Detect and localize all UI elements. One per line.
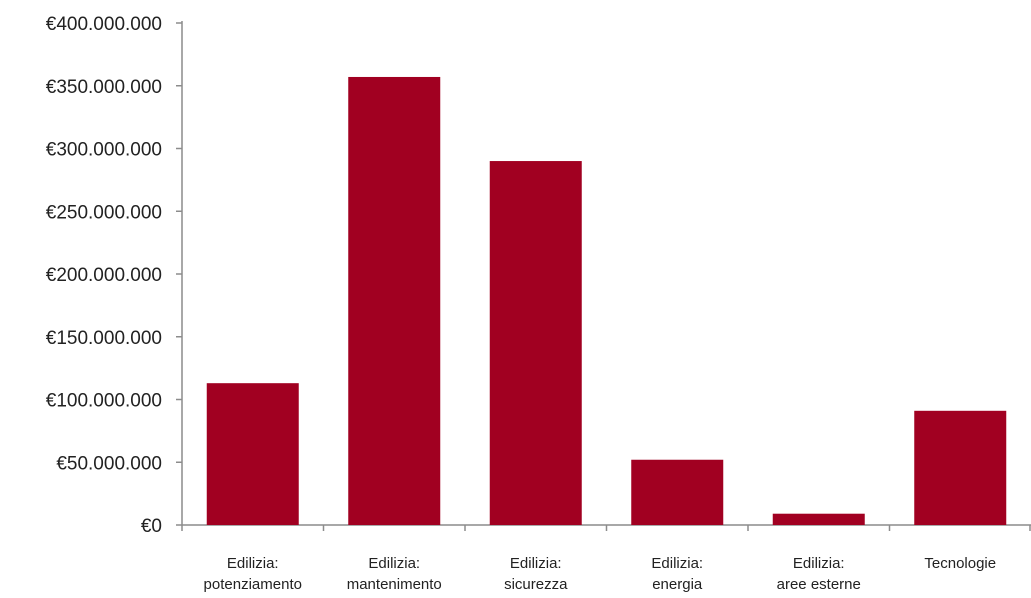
x-tick-label: Tecnologie bbox=[924, 555, 996, 572]
x-tick-label-line: sicurezza bbox=[504, 576, 568, 593]
x-tick-label-line: mantenimento bbox=[347, 576, 442, 593]
x-tick-label-line: aree esterne bbox=[777, 576, 861, 593]
x-tick-label: Edilizia: potenziamento bbox=[204, 555, 302, 593]
y-tick-label: €50.000.000 bbox=[56, 453, 162, 474]
bar bbox=[772, 513, 865, 525]
x-tick-label-line: Edilizia: bbox=[651, 555, 703, 572]
x-axis bbox=[181, 524, 1031, 531]
y-tick-label: €250.000.000 bbox=[46, 202, 162, 223]
x-tick-label-line: potenziamento bbox=[204, 576, 302, 593]
x-tick-label-line: Edilizia: bbox=[227, 555, 279, 572]
x-tick-labels: Edilizia: potenziamento Edilizia: mantenime… bbox=[204, 555, 997, 593]
bar bbox=[914, 410, 1007, 525]
bar bbox=[206, 383, 299, 525]
x-tick-label: Edilizia: energia bbox=[651, 555, 703, 593]
y-tick-label: €400.000.000 bbox=[46, 14, 162, 35]
x-tick-label: Edilizia: mantenimento bbox=[347, 555, 442, 593]
x-tick-label: Edilizia: sicurezza bbox=[504, 555, 568, 593]
x-tick-label-line: Edilizia: bbox=[368, 555, 420, 572]
y-axis: €0 €50.000.000 €100.000.000 €150.000.000 €20… bbox=[46, 14, 183, 537]
x-tick-label-line: energia bbox=[652, 576, 703, 593]
bar bbox=[348, 76, 441, 525]
y-tick-label: €300.000.000 bbox=[46, 140, 162, 161]
x-tick-label-line: Edilizia: bbox=[510, 555, 562, 572]
y-tick-label: €0 bbox=[141, 516, 162, 537]
x-tick-label-line: Edilizia: bbox=[793, 555, 845, 572]
bar bbox=[631, 459, 724, 525]
x-tick-label-line: Tecnologie bbox=[924, 555, 996, 572]
bar bbox=[489, 161, 582, 526]
x-tick-label: Edilizia: aree esterne bbox=[777, 555, 861, 593]
y-tick-label: €100.000.000 bbox=[46, 391, 162, 412]
bars bbox=[206, 76, 1007, 526]
y-tick-label: €150.000.000 bbox=[46, 328, 162, 349]
y-tick-label: €200.000.000 bbox=[46, 265, 162, 286]
y-tick-label: €350.000.000 bbox=[46, 77, 162, 98]
